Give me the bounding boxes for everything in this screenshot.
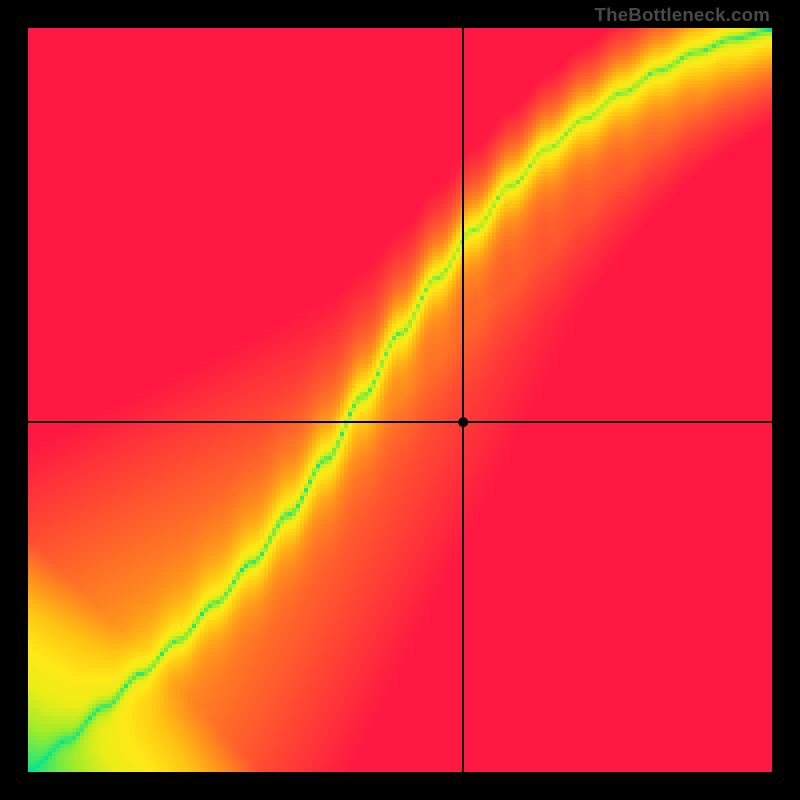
chart-frame: TheBottleneck.com [0, 0, 800, 800]
watermark-label: TheBottleneck.com [595, 4, 771, 26]
bottleneck-heatmap [0, 0, 800, 800]
